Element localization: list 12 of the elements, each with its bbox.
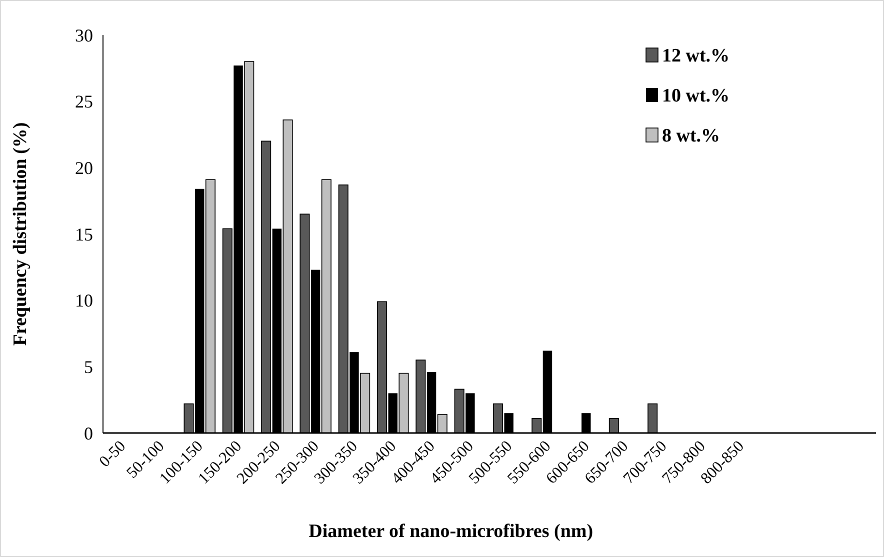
legend-label: 8 wt.% [662, 126, 720, 147]
legend-label: 10 wt.% [662, 86, 730, 107]
y-tick-label: 15 [75, 224, 93, 244]
y-tick-label: 25 [75, 92, 93, 112]
x-axis-title: Diameter of nano-microfibres (nm) [308, 521, 594, 542]
y-tick-label: 10 [75, 290, 93, 311]
y-tick-label: 0 [84, 423, 93, 444]
legend-label: 12 wt.% [662, 46, 730, 67]
y-tick-label: 20 [75, 158, 93, 178]
y-axis-title: Frequency distribution (%) [10, 122, 31, 346]
y-tick-label: 30 [75, 25, 93, 46]
y-tick-label: 5 [84, 356, 93, 377]
